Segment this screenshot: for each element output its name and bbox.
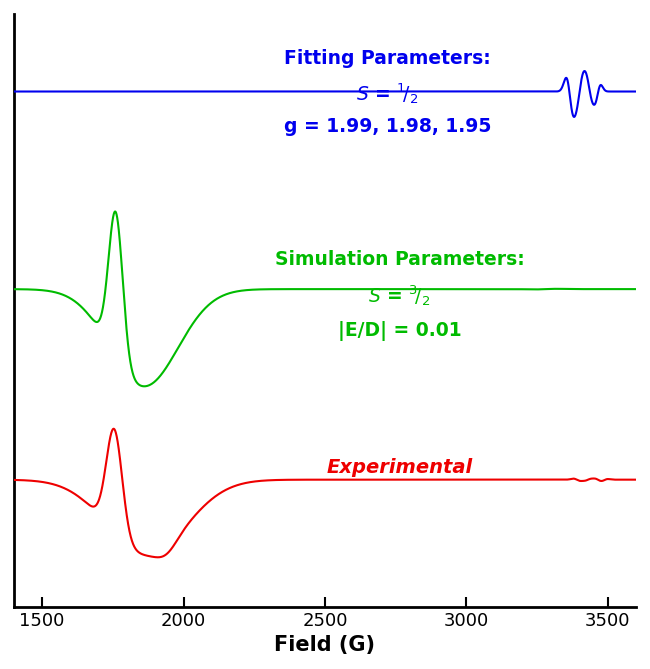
Text: Fitting Parameters:: Fitting Parameters: bbox=[284, 49, 491, 68]
Text: $\mathit{S}$ = $^3\!/_2$: $\mathit{S}$ = $^3\!/_2$ bbox=[369, 283, 431, 308]
Text: g = 1.99, 1.98, 1.95: g = 1.99, 1.98, 1.95 bbox=[283, 117, 491, 136]
Text: Experimental: Experimental bbox=[326, 458, 473, 477]
X-axis label: Field (G): Field (G) bbox=[274, 635, 376, 655]
Text: Simulation Parameters:: Simulation Parameters: bbox=[275, 250, 525, 270]
Text: $\mathit{S}$ = $^1\!/_2$: $\mathit{S}$ = $^1\!/_2$ bbox=[356, 82, 419, 106]
Text: |E/D| = 0.01: |E/D| = 0.01 bbox=[338, 321, 462, 341]
